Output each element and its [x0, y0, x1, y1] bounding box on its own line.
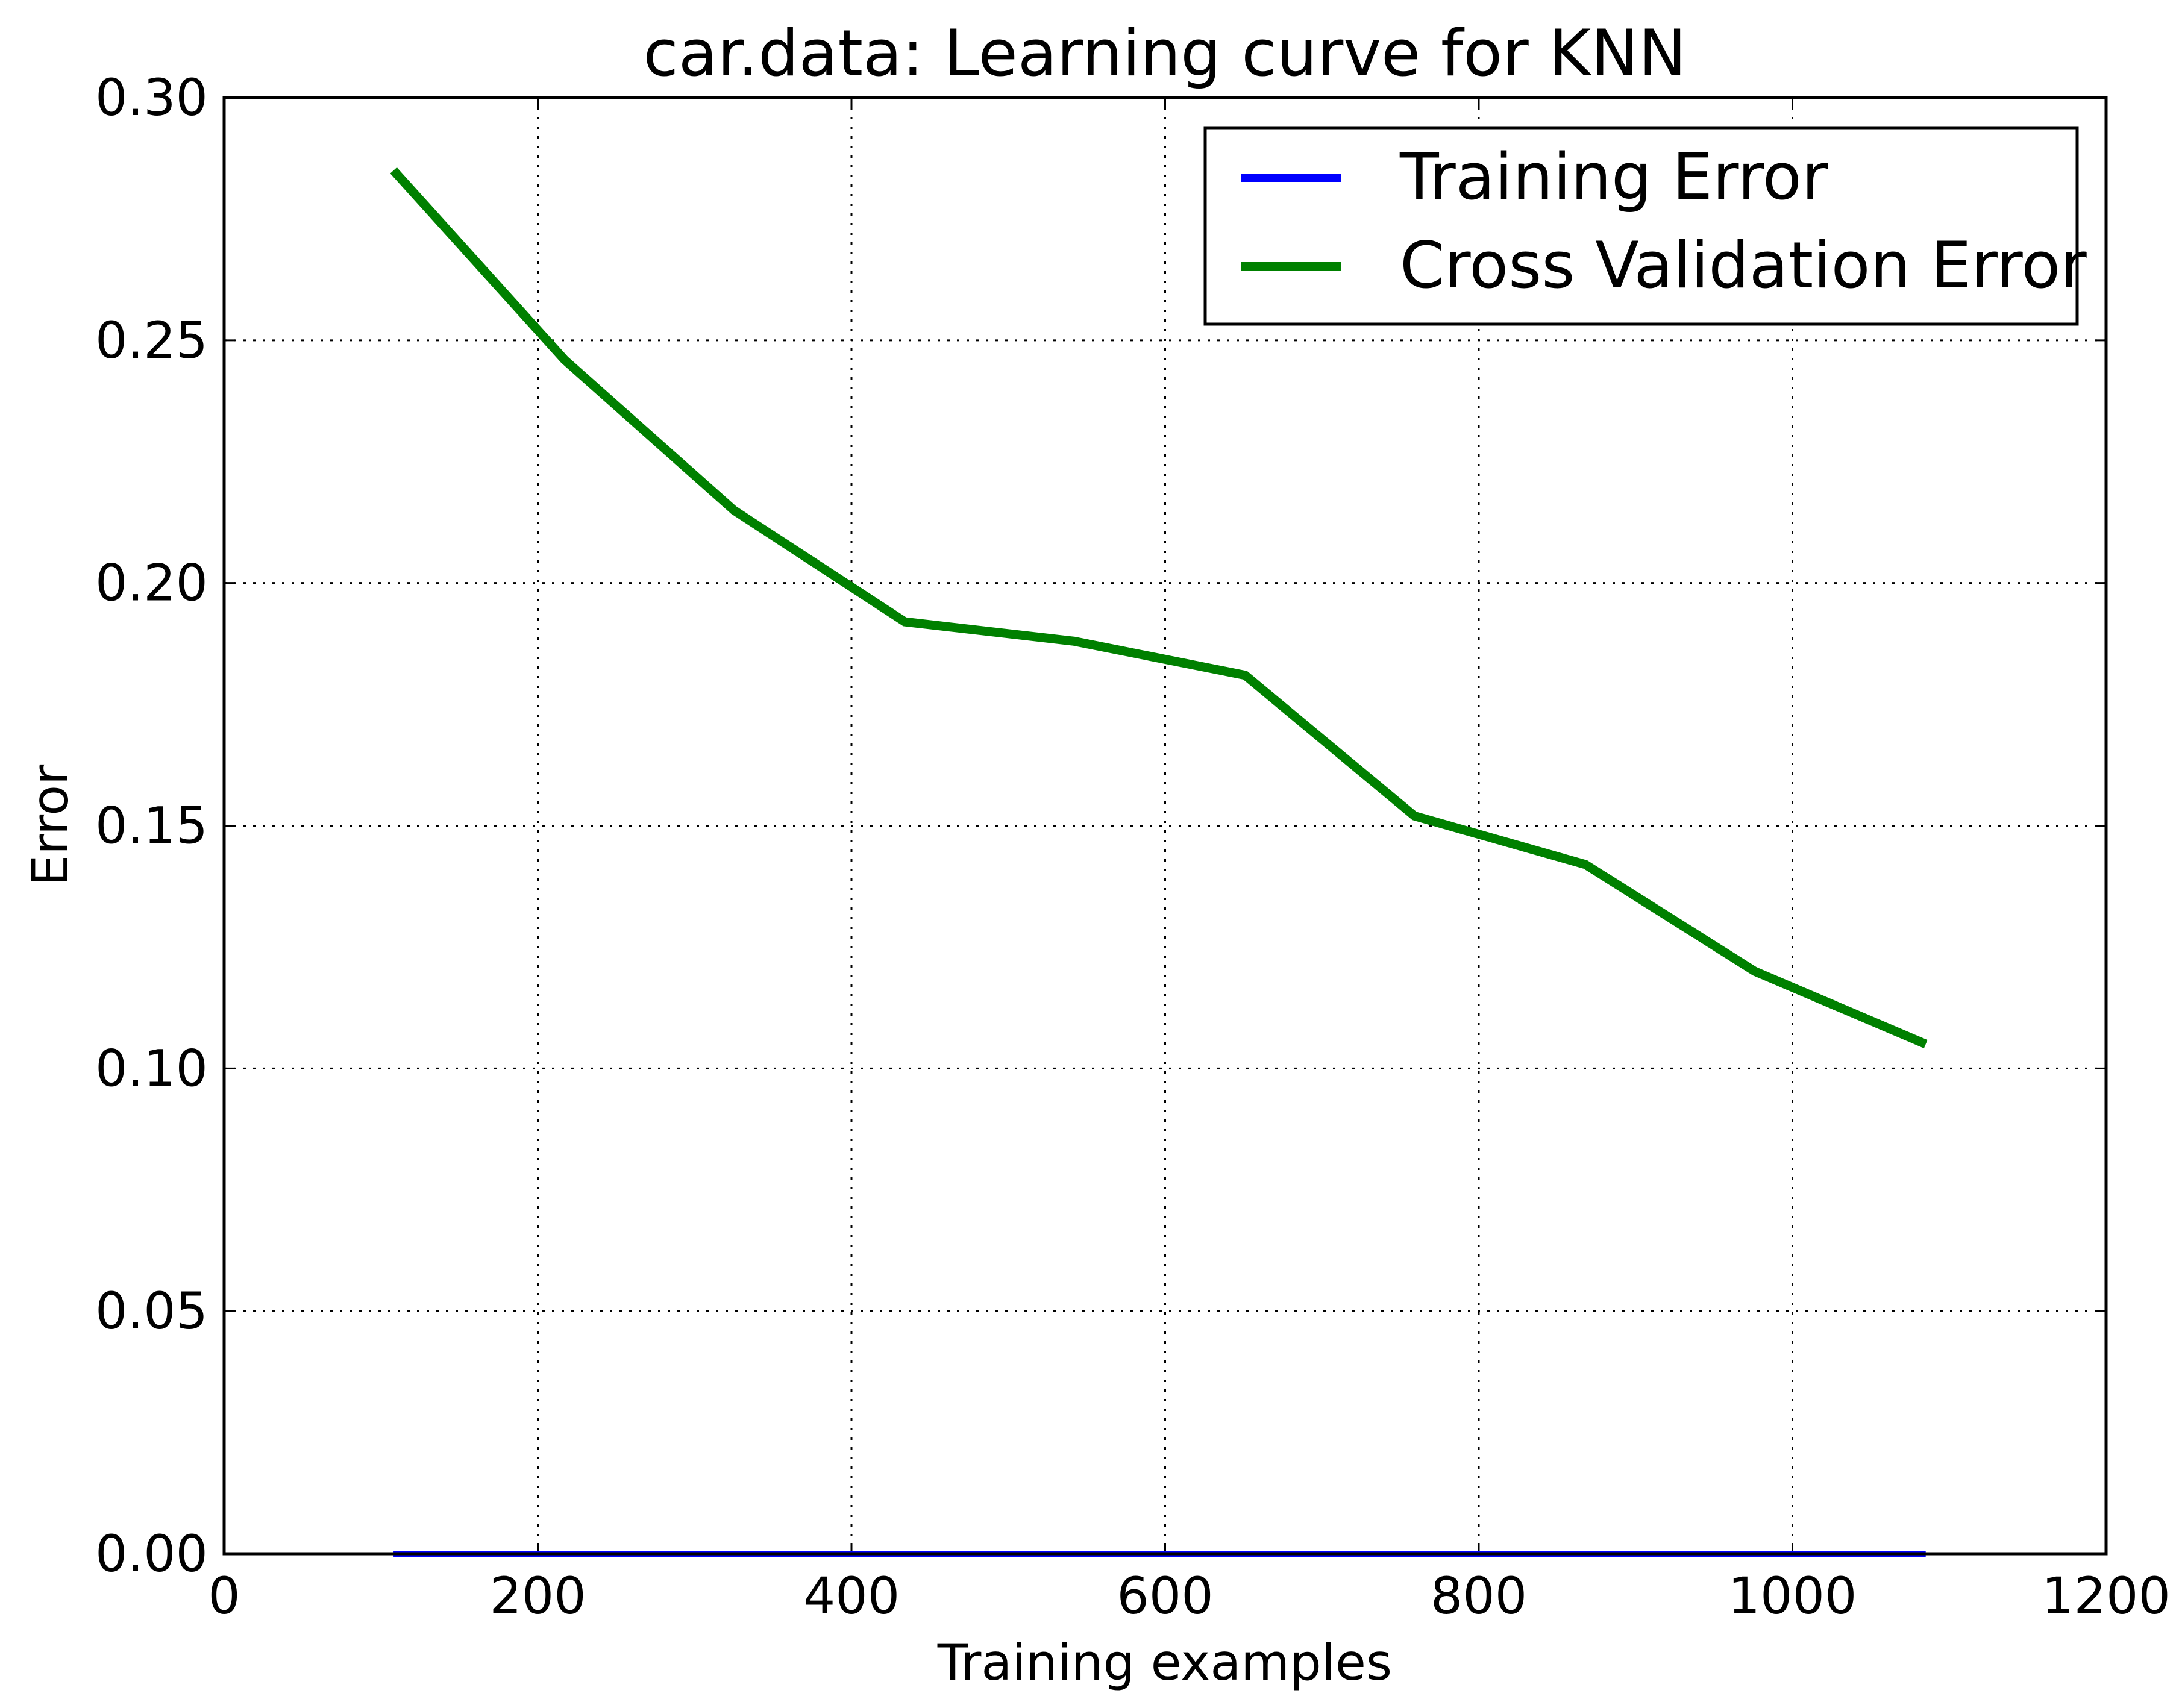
- x-tick-labels: 0 200 400 600 800 1000 1200: [208, 1566, 2171, 1625]
- legend-box: [1203, 126, 2079, 326]
- y-tick-label: 0.00: [95, 1524, 208, 1583]
- x-axis-label: Training examples: [937, 1633, 1392, 1692]
- grid-lines: [224, 98, 2106, 1554]
- legend-label-training-error: Training Error: [1399, 140, 1828, 214]
- y-tick-label: 0.15: [95, 796, 208, 856]
- x-tick-label: 1000: [1728, 1566, 1857, 1625]
- x-tick-label: 400: [803, 1566, 900, 1625]
- y-tick-label: 0.30: [95, 68, 208, 127]
- chart-title: car.data: Learning curve for KNN: [643, 16, 1686, 90]
- x-tick-label: 1200: [2042, 1566, 2171, 1625]
- y-tick-label: 0.20: [95, 554, 208, 613]
- y-tick-label: 0.05: [95, 1281, 208, 1340]
- series-line-cross-validation-error: [390, 167, 1928, 1048]
- x-tick-label: 600: [1117, 1566, 1213, 1625]
- x-tick-label: 800: [1431, 1566, 1527, 1625]
- y-tick-labels: 0.00 0.05 0.10 0.15 0.20 0.25 0.30: [95, 68, 208, 1583]
- y-tick-label: 0.25: [95, 311, 208, 370]
- x-tick-label: 200: [489, 1566, 586, 1625]
- plot-frame: [222, 96, 2108, 1556]
- legend-label-cross-validation-error: Cross Validation Error: [1400, 228, 2087, 302]
- legend: Training Error Cross Validation Error: [1203, 126, 2087, 326]
- y-axis-label: Error: [21, 764, 80, 886]
- x-tick-label: 0: [208, 1566, 240, 1625]
- y-tick-label: 0.10: [95, 1039, 208, 1098]
